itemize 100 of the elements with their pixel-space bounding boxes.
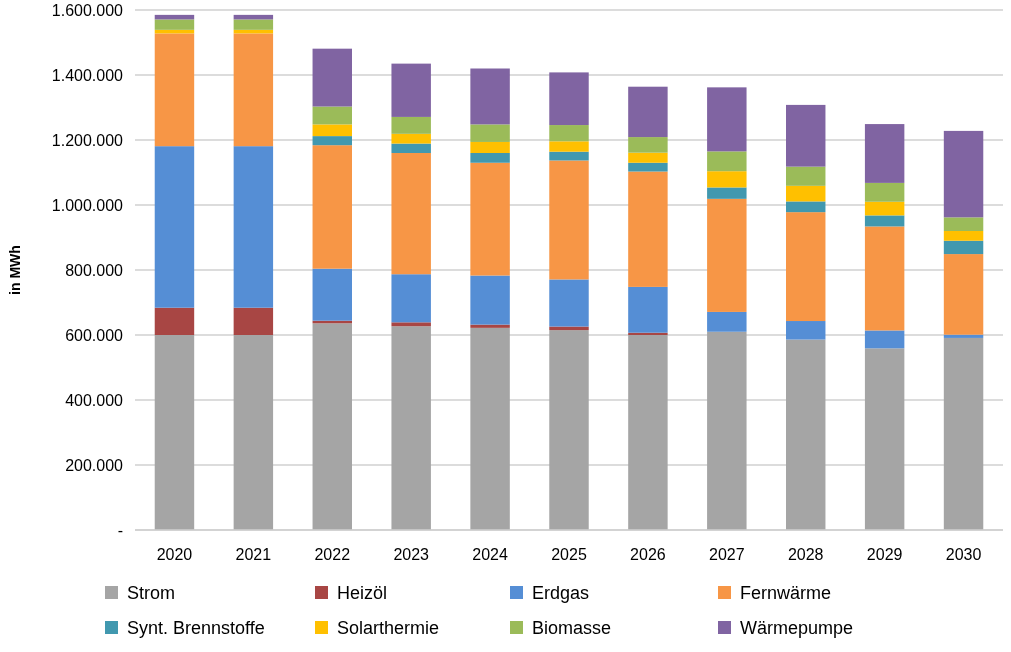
bar (549, 279, 589, 327)
bar (470, 275, 510, 325)
bar (943, 254, 984, 335)
bar (312, 323, 352, 530)
bar (154, 19, 195, 30)
y-tick-label: 600.000 (65, 326, 124, 344)
bar (628, 162, 668, 172)
x-tick-label: 2023 (393, 546, 430, 563)
bar (391, 63, 431, 117)
bar (628, 171, 668, 287)
legend-label: Strom (127, 583, 176, 604)
bar (786, 201, 826, 213)
bar (549, 151, 589, 161)
bar (864, 226, 905, 331)
bar (864, 215, 905, 227)
bar (233, 335, 274, 530)
legend-label: Erdgas (532, 583, 590, 604)
bar (391, 153, 431, 275)
bar (312, 136, 352, 146)
bar (864, 124, 905, 183)
bar (943, 240, 984, 255)
legend-label: Biomasse (532, 618, 612, 639)
bar (786, 166, 826, 186)
bar (549, 72, 589, 126)
bar (549, 141, 589, 152)
bar (786, 185, 826, 202)
bar (943, 334, 984, 338)
bar (470, 141, 510, 153)
bar (391, 326, 431, 530)
bar (549, 125, 589, 142)
bar (786, 339, 826, 530)
bar (943, 130, 984, 218)
bar (864, 330, 905, 349)
bar (628, 86, 668, 138)
x-tick-label: 2029 (866, 546, 903, 563)
bar (786, 321, 826, 340)
bar (470, 68, 510, 125)
bar (470, 327, 510, 530)
bar (312, 106, 352, 125)
bar (786, 104, 826, 167)
bar (233, 33, 274, 147)
bar (391, 116, 431, 134)
x-tick-label: 2025 (551, 546, 587, 563)
x-tick-label: 2022 (314, 546, 351, 563)
bar (470, 162, 510, 276)
bar (312, 124, 352, 137)
bar (391, 322, 431, 327)
x-tick-label: 2024 (472, 546, 508, 563)
bar (391, 133, 431, 144)
bar (864, 182, 905, 202)
y-tick-label: 800.000 (65, 261, 124, 279)
x-tick-label: 2030 (945, 546, 982, 563)
bar (707, 331, 747, 530)
x-tick-label: 2028 (787, 546, 824, 563)
x-tick-label: 2026 (630, 546, 666, 563)
bar (391, 274, 431, 323)
bar (707, 311, 747, 332)
bar (154, 146, 195, 308)
x-tick-label: 2027 (709, 546, 745, 563)
bar (943, 217, 984, 231)
bar (864, 348, 905, 530)
bar (628, 335, 668, 530)
legend-label: Solarthermie (337, 618, 440, 639)
bar (707, 151, 747, 172)
legend-label: Synt. Brennstoffe (127, 618, 265, 639)
bar (233, 307, 274, 335)
y-axis-title: in MWh (7, 245, 23, 295)
bar (707, 87, 747, 152)
bar (786, 212, 826, 322)
bar (312, 268, 352, 321)
bar (233, 146, 274, 308)
legend-label: Fernwärme (740, 583, 832, 604)
bar (233, 19, 274, 30)
bar (391, 143, 431, 153)
y-tick-label: 200.000 (65, 456, 124, 474)
bar (470, 324, 510, 328)
y-tick-label: - (117, 521, 123, 539)
bar (154, 307, 195, 335)
bar (154, 335, 195, 530)
x-tick-label: 2020 (156, 546, 193, 563)
bar (628, 137, 668, 153)
y-tick-label: 1.200.000 (51, 131, 124, 149)
legend-label: Heizöl (337, 583, 388, 604)
bar (470, 124, 510, 142)
bar (549, 160, 589, 280)
bar (154, 33, 195, 147)
bar (549, 330, 589, 530)
bar (943, 231, 984, 241)
bar (312, 145, 352, 269)
y-tick-label: 1.000.000 (51, 196, 124, 214)
y-tick-label: 1.600.000 (51, 1, 124, 19)
y-tick-label: 1.400.000 (51, 66, 124, 84)
x-tick-label: 2021 (235, 546, 272, 563)
legend-label: Wärmepumpe (740, 618, 854, 639)
bar (707, 187, 747, 199)
bar (312, 48, 352, 107)
bar (628, 286, 668, 333)
bar (707, 171, 747, 188)
bar (707, 198, 747, 312)
bar (864, 201, 905, 216)
